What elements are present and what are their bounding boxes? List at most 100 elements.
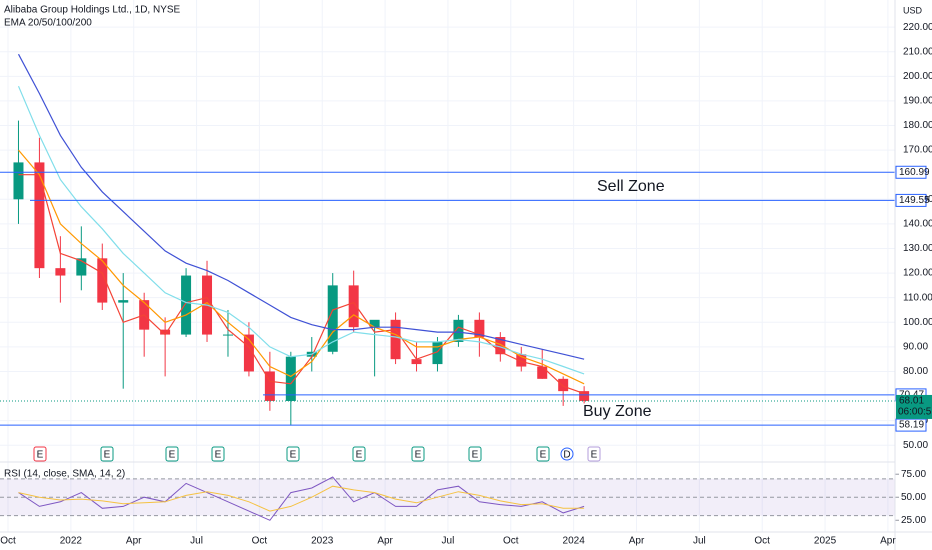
y-tick-label: 180.00 xyxy=(903,120,932,131)
last-price-label: 68.01 xyxy=(899,396,924,407)
candle-body xyxy=(97,258,108,303)
x-tick-label: Jul xyxy=(693,536,706,547)
candle-body xyxy=(222,334,233,336)
event-label: E xyxy=(472,450,479,461)
earnings-marker xyxy=(165,446,179,462)
candle-body xyxy=(348,285,359,328)
x-tick-label: Oct xyxy=(503,536,519,547)
candle-body xyxy=(76,258,87,276)
y-tick-label: 90.00 xyxy=(903,342,928,353)
candle-body xyxy=(118,300,129,303)
ema-line xyxy=(18,149,585,385)
y-tick-label: 210.00 xyxy=(903,46,932,57)
candle-body xyxy=(558,378,569,392)
candle-body xyxy=(411,359,422,365)
x-tick-label: Oct xyxy=(0,536,16,547)
earnings-marker xyxy=(33,446,47,462)
x-tick-label: Jul xyxy=(190,536,203,547)
level-label-box xyxy=(895,165,927,179)
y-tick-label: 120.00 xyxy=(903,268,932,279)
level-label-box xyxy=(895,418,927,432)
y-tick-label: 170.00 xyxy=(903,145,932,156)
level-label: 58.19 xyxy=(899,420,924,431)
candle-body xyxy=(327,285,338,352)
x-tick-label: Oct xyxy=(252,536,268,547)
earnings-marker xyxy=(411,446,425,462)
y-tick-label: 110.00 xyxy=(903,292,932,303)
level-label-box xyxy=(895,193,927,207)
rsi-tick-label: 25.00 xyxy=(901,515,926,526)
earnings-marker xyxy=(211,446,225,462)
y-tick-label: 140.00 xyxy=(903,219,932,230)
earnings-marker xyxy=(468,446,482,462)
event-label: E xyxy=(415,450,422,461)
rsi-line xyxy=(18,485,585,512)
earnings-marker xyxy=(286,446,300,462)
x-tick-label: Apr xyxy=(126,536,142,547)
y-tick-label: 100.00 xyxy=(903,317,932,328)
event-label: E xyxy=(169,450,176,461)
candle-body xyxy=(516,354,527,367)
x-tick-label: Jul xyxy=(442,536,455,547)
event-label: E xyxy=(104,450,111,461)
event-label: D xyxy=(563,450,570,461)
y-tick-label: 190.00 xyxy=(903,96,932,107)
event-label: E xyxy=(591,450,598,461)
indicator-label: EMA 20/50/100/200 xyxy=(4,18,92,29)
event-label: E xyxy=(215,450,222,461)
dividend-marker xyxy=(560,447,574,461)
x-tick-label: 2022 xyxy=(60,536,83,547)
x-tick-label: 2025 xyxy=(814,536,837,547)
candle-body xyxy=(474,319,485,338)
x-tick-label: Apr xyxy=(377,536,393,547)
x-tick-label: Apr xyxy=(629,536,645,547)
chart-title: Alibaba Group Holdings Ltd., 1D, NYSE xyxy=(4,5,181,16)
rsi-tick-label: 75.00 xyxy=(901,469,926,480)
ema-line xyxy=(18,174,585,395)
candle-body xyxy=(453,319,464,342)
candle-body xyxy=(181,275,192,335)
rsi-tick-label: 50.00 xyxy=(901,492,926,503)
candle-body xyxy=(390,319,401,360)
candle-body xyxy=(34,162,45,269)
last-price-box xyxy=(896,394,932,419)
x-tick-label: Apr xyxy=(880,536,896,547)
event-label: E xyxy=(356,450,363,461)
candle-body xyxy=(537,366,548,379)
level-label: 149.55 xyxy=(899,195,930,206)
candle-body xyxy=(432,341,443,365)
earnings-marker xyxy=(352,446,366,462)
candle-body xyxy=(285,356,296,401)
rsi-line xyxy=(18,476,585,521)
rsi-label: RSI (14, close, SMA, 14, 2) xyxy=(4,469,125,480)
candle-body xyxy=(243,334,254,372)
x-tick-label: 2024 xyxy=(563,536,586,547)
buy-zone: Buy Zone xyxy=(583,403,652,420)
candle-body xyxy=(579,391,590,401)
earnings-marker xyxy=(100,446,114,462)
y-tick-label: 200.00 xyxy=(903,71,932,82)
event-label: E xyxy=(290,450,297,461)
earnings-marker xyxy=(587,446,601,462)
event-label: E xyxy=(37,450,44,461)
candle-body xyxy=(160,329,171,335)
y-tick-label: 130.00 xyxy=(903,243,932,254)
candle-body xyxy=(13,162,24,200)
y-tick-label: 80.00 xyxy=(903,366,928,377)
ema-line xyxy=(17,53,585,360)
x-tick-label: 2023 xyxy=(311,536,334,547)
candle-body xyxy=(495,337,506,355)
candle-body xyxy=(55,268,66,276)
candle-body xyxy=(369,319,380,328)
level-label: 160.99 xyxy=(899,167,930,178)
event-label: E xyxy=(540,450,547,461)
earnings-marker xyxy=(536,446,550,462)
countdown: 06:00:51 xyxy=(898,407,932,418)
y-tick-label: 50.00 xyxy=(903,440,928,451)
currency: USD xyxy=(903,5,923,15)
sell-zone: Sell Zone xyxy=(597,178,665,195)
candle-body xyxy=(264,371,275,401)
